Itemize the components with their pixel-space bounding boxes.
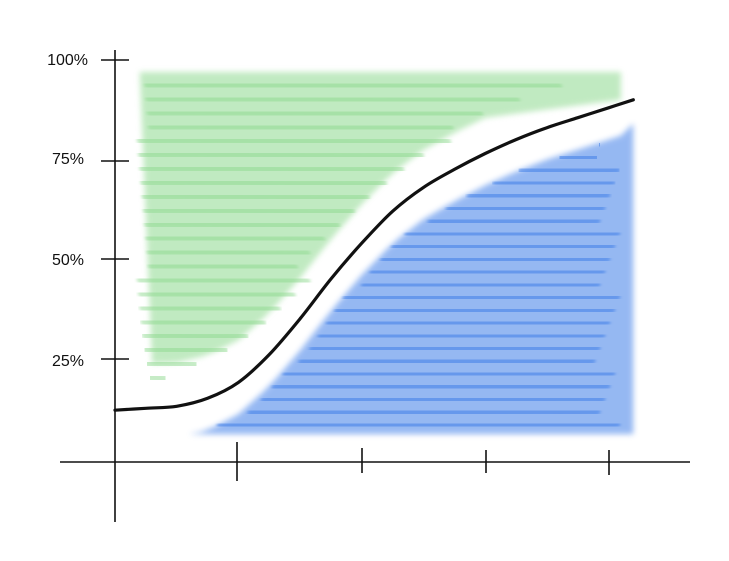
- above-curve-brush-stroke: [144, 217, 341, 232]
- above-curve-brush-stroke: [140, 315, 267, 330]
- below-curve-brush-stroke: [492, 176, 616, 190]
- below-curve-brush-stroke: [427, 214, 601, 228]
- region-above-curve: [136, 71, 621, 386]
- above-curve-brush-stroke: [144, 356, 200, 372]
- above-curve-brush-stroke: [146, 245, 311, 260]
- below-curve-brush-stroke: [325, 316, 611, 330]
- y-tick-label-50: 50%: [52, 252, 84, 269]
- below-curve-brush-stroke: [466, 189, 611, 203]
- below-curve-brush-stroke: [282, 367, 616, 381]
- below-curve-brush-stroke: [380, 252, 611, 267]
- below-curve-brush-stroke: [309, 341, 601, 356]
- y-tick-label-25: 25%: [52, 353, 84, 370]
- below-curve-strokes: [216, 138, 621, 432]
- above-curve-brush-stroke: [136, 273, 311, 288]
- above-curve-brush-stroke: [142, 343, 230, 358]
- below-curve-brush-stroke: [271, 380, 611, 394]
- above-curve-brush-stroke: [141, 189, 370, 205]
- region-below-curve: [139, 123, 634, 435]
- above-curve-brush-stroke: [142, 203, 355, 218]
- above-curve-brush-stroke: [147, 120, 454, 135]
- above-curve-brush-stroke: [140, 175, 388, 191]
- below-curve-brush-stroke: [317, 329, 606, 343]
- above-curve-strokes: [136, 78, 563, 386]
- below-curve-brush-stroke: [369, 265, 606, 279]
- above-curve-brush-stroke: [139, 301, 281, 316]
- above-curve-brush-stroke: [145, 92, 521, 107]
- below-curve-brush-stroke: [360, 278, 601, 292]
- above-curve-brush-stroke: [141, 329, 249, 344]
- above-curve-brush-stroke: [144, 78, 563, 93]
- below-curve-brush-stroke: [404, 227, 621, 241]
- above-curve-brush-stroke: [137, 287, 296, 302]
- below-curve-brush-stroke: [391, 239, 616, 254]
- below-curve-brush-stroke: [445, 201, 606, 216]
- y-tick-label-75: 75%: [52, 151, 84, 168]
- y-tick-label-100: 100%: [47, 52, 88, 69]
- below-curve-brush-stroke: [298, 354, 596, 368]
- above-curve-brush-stroke: [137, 148, 425, 163]
- below-curve-brush-stroke: [517, 163, 621, 177]
- below-curve-brush-stroke: [216, 418, 621, 432]
- above-curve-brush-stroke: [145, 231, 326, 246]
- above-curve-brush-stroke: [136, 134, 452, 149]
- above-curve-brush-stroke: [139, 161, 405, 177]
- above-curve-brush-stroke: [147, 259, 299, 274]
- above-curve-brush-stroke: [146, 106, 484, 121]
- below-curve-brush-stroke: [342, 290, 621, 305]
- below-curve-brush-stroke: [334, 303, 616, 318]
- curve-line: [113, 98, 635, 412]
- below-curve-brush-stroke: [555, 150, 601, 165]
- above-curve-brush-stroke: [145, 370, 170, 386]
- below-curve-brush-stroke: [260, 392, 606, 407]
- below-curve-brush-stroke: [247, 405, 601, 419]
